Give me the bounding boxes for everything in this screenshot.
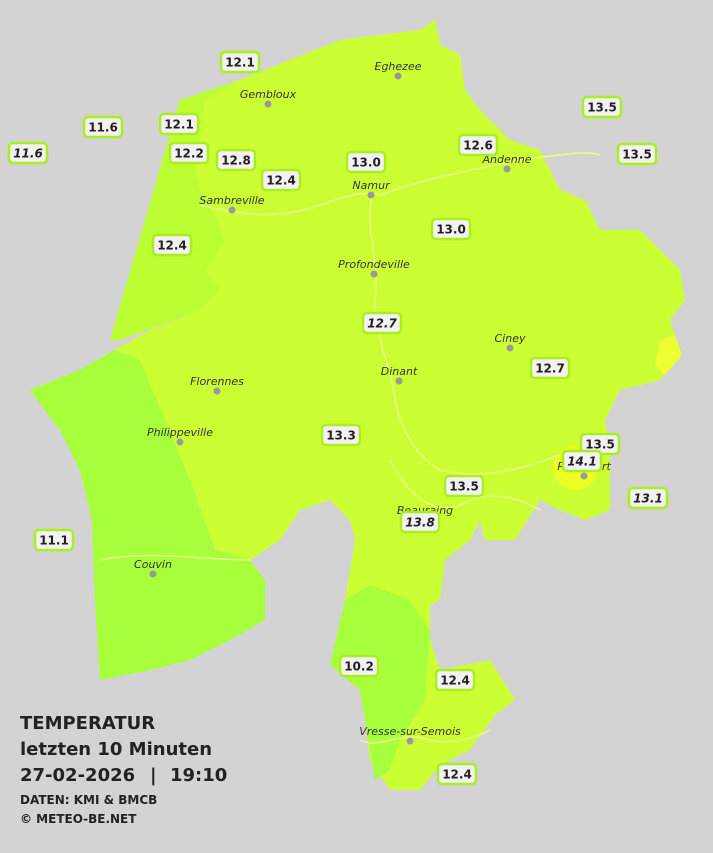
legend: TEMPERATUR letzten 10 Minuten 27-02-2026… <box>20 713 227 826</box>
station-badge <box>219 50 261 74</box>
station-temperature: 13.5 <box>622 148 652 162</box>
station-temperature: 12.2 <box>174 147 204 161</box>
city-dot <box>506 344 514 352</box>
city-dot <box>394 72 402 80</box>
station-temperature: 13.5 <box>449 480 479 494</box>
legend-time: 19:10 <box>170 765 227 786</box>
station-badge <box>320 423 362 447</box>
city-label: Profondeville <box>338 258 410 271</box>
cool-zone <box>30 350 265 680</box>
station-temperature: 13.3 <box>326 429 356 443</box>
station-temperature: 12.4 <box>266 174 296 188</box>
station-temperature: 13.0 <box>351 156 381 170</box>
city-label: Florennes <box>190 375 244 388</box>
station-badge <box>33 528 75 552</box>
station-temperature: 12.7 <box>367 317 397 331</box>
station-badge <box>260 168 302 192</box>
city-label: Dinant <box>381 365 418 378</box>
station-badge <box>627 486 669 510</box>
city-dot <box>264 100 272 108</box>
legend-copyright: © METEO-BE.NET <box>20 812 137 826</box>
station-badge <box>443 474 485 498</box>
city-dot <box>149 570 157 578</box>
warm-zone <box>110 80 240 340</box>
station-badge <box>581 95 623 119</box>
station-temperature: 12.4 <box>442 768 472 782</box>
station-badge <box>338 654 380 678</box>
station-badge <box>436 762 478 786</box>
cool-zone <box>330 585 430 780</box>
station-badge <box>529 356 571 380</box>
city-label: Vresse-sur-Semois <box>359 725 461 738</box>
city-label: Couvin <box>134 558 172 571</box>
station-temperature: 12.7 <box>535 362 565 376</box>
station-badge <box>7 141 49 165</box>
station-badge <box>215 148 257 172</box>
station-badge <box>457 133 499 157</box>
station-temperature: 12.1 <box>164 118 194 132</box>
city-dot <box>406 737 414 745</box>
legend-period: letzten 10 Minuten <box>20 739 212 760</box>
city-dot <box>176 438 184 446</box>
station-badge <box>168 141 210 165</box>
legend-source: DATEN: KMI & BMCB <box>20 793 157 807</box>
legend-separator: | <box>150 765 157 786</box>
station-badge <box>430 217 472 241</box>
station-temperature: 11.6 <box>13 147 43 161</box>
stations: 12.1 11.6 11.6 12.1 12.2 12.8 12.4 13.0 12.6 13.5… <box>7 50 669 786</box>
station-badge <box>361 311 403 335</box>
station-temperature: 13.0 <box>436 223 466 237</box>
station-badge <box>434 668 476 692</box>
city-label: Namur <box>352 179 391 192</box>
hot-zone <box>655 335 682 375</box>
city-label: Sambreville <box>199 194 264 207</box>
legend-date: 27-02-2026 <box>20 765 135 786</box>
city-dot <box>503 165 511 173</box>
city-label: Philippeville <box>147 426 213 439</box>
station-temperature: 13.5 <box>585 438 615 452</box>
rivers <box>99 152 601 744</box>
station-badge <box>82 115 124 139</box>
station-temperature: 12.4 <box>440 674 470 688</box>
station-temperature: 11.1 <box>39 534 69 548</box>
station-badge <box>158 112 200 136</box>
station-temperature: 11.6 <box>88 121 118 135</box>
city-label: Andenne <box>482 153 532 166</box>
station-temperature: 12.4 <box>157 239 187 253</box>
station-temperature: 13.5 <box>587 101 617 115</box>
city-dot <box>370 270 378 278</box>
city-dot <box>213 387 221 395</box>
city-dot <box>228 206 236 214</box>
city-dot <box>367 191 375 199</box>
station-temperature: 10.2 <box>344 660 374 674</box>
station-badge <box>561 449 603 473</box>
station-temperature: 13.1 <box>633 492 663 506</box>
city-label: Eghezee <box>375 60 422 73</box>
station-temperature: 12.6 <box>463 139 493 153</box>
station-badge <box>151 233 193 257</box>
city-label: Gembloux <box>240 88 297 101</box>
legend-title: TEMPERATUR <box>20 713 155 734</box>
station-temperature: 12.8 <box>221 154 251 168</box>
city-dot <box>580 472 588 480</box>
city-dot <box>395 377 403 385</box>
station-temperature: 14.1 <box>567 455 597 469</box>
city-label: Ciney <box>495 332 526 345</box>
station-badge <box>616 142 658 166</box>
station-temperature: 12.1 <box>225 56 255 70</box>
station-badge <box>345 150 387 174</box>
station-badge <box>399 510 441 534</box>
station-temperature: 13.8 <box>405 516 435 530</box>
